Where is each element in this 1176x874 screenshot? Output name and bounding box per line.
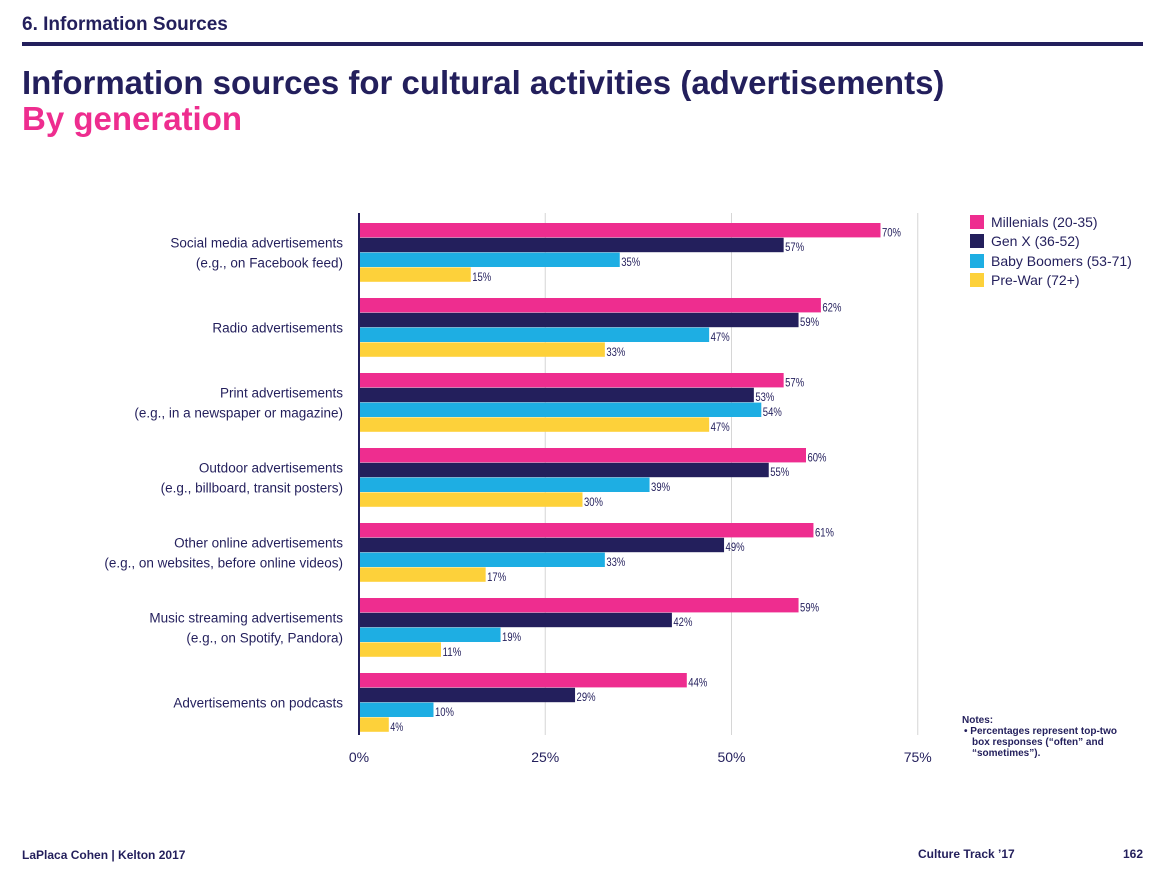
data-label: 11% [442,647,461,659]
bar [359,298,821,312]
footer-publication: Culture Track ’17 [918,847,1015,861]
legend-item: Pre-War (72+) [970,271,1132,291]
bar [359,523,813,537]
legend-swatch-millennials [970,215,984,229]
data-label: 33% [606,557,625,569]
data-label: 49% [726,542,745,554]
bar [359,253,620,267]
bar [359,267,471,281]
bar [359,688,575,702]
bar [359,223,881,237]
data-label: 61% [815,527,834,539]
data-label: 59% [800,317,819,329]
bar [359,613,672,627]
bar [359,567,486,581]
data-label: 44% [688,677,707,689]
bar [359,673,687,687]
bar [359,538,724,552]
data-label: 42% [673,617,692,629]
category-label: Advertisements on podcasts [173,696,343,711]
data-label: 4% [390,722,403,734]
legend-item: Gen X (36-52) [970,232,1132,252]
data-label: 19% [502,632,521,644]
data-label: 29% [577,692,596,704]
bar [359,642,441,656]
data-label: 17% [487,572,506,584]
data-label: 15% [472,272,491,284]
category-label: Social media advertisements [170,236,343,251]
legend-swatch-prewar [970,273,984,287]
legend-item: Baby Boomers (53-71) [970,251,1132,271]
data-label: 33% [606,347,625,359]
data-label: 53% [755,392,774,404]
notes: Notes: • Percentages represent top-two b… [962,715,1122,759]
data-label: 59% [800,602,819,614]
category-label: (e.g., billboard, transit posters) [161,481,343,496]
bar [359,598,799,612]
bar [359,492,583,506]
data-label: 57% [785,377,804,389]
bar [359,717,389,731]
legend-label: Pre-War (72+) [991,272,1080,288]
bar [359,553,605,567]
footer-source: LaPlaca Cohen | Kelton 2017 [22,848,185,862]
data-label: 70% [882,227,901,239]
data-label: 30% [584,497,603,509]
bar [359,463,769,477]
category-label: Music streaming advertisements [149,611,343,626]
x-tick-label: 75% [904,749,932,765]
legend-label: Baby Boomers (53-71) [991,253,1132,269]
bar [359,388,754,402]
bar [359,703,434,717]
x-tick-label: 0% [349,749,369,765]
category-label: Outdoor advertisements [199,461,343,476]
x-tick-label: 25% [531,749,559,765]
legend-label: Millenials (20-35) [991,214,1098,230]
legend-item: Millenials (20-35) [970,212,1132,232]
notes-item-text: Percentages represent top-two box respon… [970,726,1117,759]
data-label: 10% [435,707,454,719]
data-label: 57% [785,242,804,254]
bar [359,313,799,327]
legend: Millenials (20-35) Gen X (36-52) Baby Bo… [970,212,1132,290]
category-label: (e.g., in a newspaper or magazine) [134,406,343,421]
notes-heading: Notes: [962,715,1122,726]
category-label: Radio advertisements [212,321,343,336]
data-label: 60% [808,452,827,464]
data-label: 47% [711,422,730,434]
x-tick-label: 50% [717,749,745,765]
category-label: (e.g., on Spotify, Pandora) [186,631,343,646]
data-label: 47% [711,332,730,344]
category-label: (e.g., on websites, before online videos… [104,556,343,571]
data-label: 39% [651,482,670,494]
bar [359,417,709,431]
data-label: 55% [770,467,789,479]
bar [359,478,650,492]
legend-swatch-boomers [970,254,984,268]
bar [359,238,784,252]
category-label: Print advertisements [220,386,343,401]
category-label: Other online advertisements [174,536,343,551]
bar [359,328,709,342]
bar [359,373,784,387]
legend-label: Gen X (36-52) [991,233,1080,249]
notes-list: • Percentages represent top-two box resp… [962,726,1122,759]
data-label: 35% [621,257,640,269]
category-label: (e.g., on Facebook feed) [196,256,343,271]
bar [359,628,501,642]
notes-item: • Percentages represent top-two box resp… [962,726,1122,759]
data-label: 62% [822,302,841,314]
page-number: 162 [1123,847,1143,861]
bar [359,448,806,462]
bar [359,342,605,356]
legend-swatch-genx [970,234,984,248]
data-label: 54% [763,407,782,419]
bar [359,403,761,417]
